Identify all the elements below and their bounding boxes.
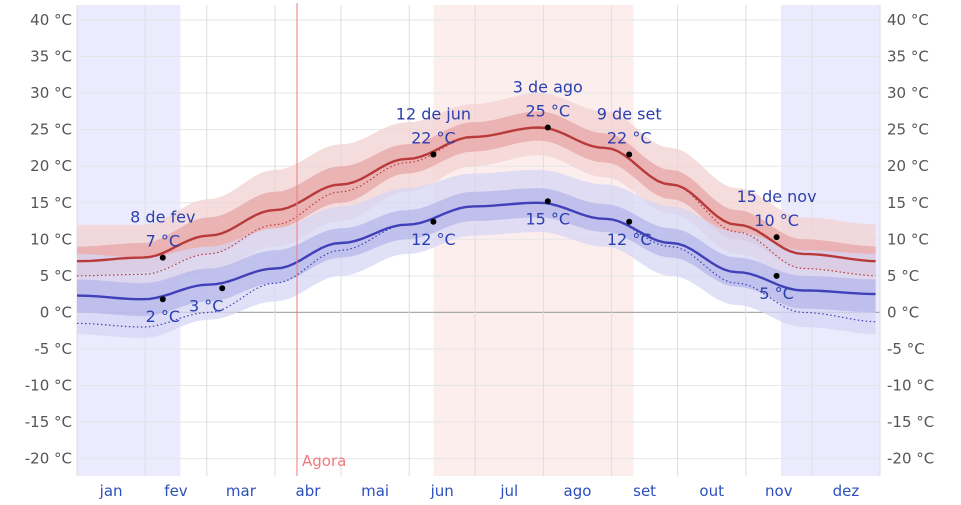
- now-label: Agora: [302, 452, 346, 470]
- ann-aug-low-value: 15 °C: [525, 209, 570, 228]
- band-inner-low: [77, 188, 876, 317]
- ann-feb-high-date: 8 de fev: [130, 208, 195, 227]
- y-tick-right-40: 40 °C: [887, 11, 929, 29]
- ann-nov-high-point: [773, 234, 780, 241]
- ann-jun-high-point: [430, 151, 437, 158]
- ann-feb-high-point: [159, 254, 166, 261]
- ann-feb-low-point: [159, 296, 166, 303]
- month-label-mar: mar: [226, 482, 257, 500]
- ann-nov-high-value: 10 °C: [754, 211, 799, 230]
- ann-sep-high-point: [626, 151, 633, 158]
- y-tick-left--10: -10 °C: [25, 377, 72, 395]
- ann-aug-high-date: 3 de ago: [513, 77, 583, 96]
- month-label-dez: dez: [833, 482, 860, 500]
- month-label-fev: fev: [164, 482, 188, 500]
- y-tick-left-5: 5 °C: [40, 267, 72, 285]
- ann-nov-low-point: [773, 272, 780, 279]
- band-outer-low: [77, 169, 876, 338]
- month-label-abr: abr: [296, 482, 322, 500]
- month-label-out: out: [699, 482, 724, 500]
- y-tick-left-30: 30 °C: [30, 84, 72, 102]
- ann-mar-low-point: [219, 285, 226, 292]
- month-label-jul: jul: [499, 482, 518, 500]
- y-tick-right-0: 0 °C: [887, 303, 919, 321]
- ann-jun-low-value: 12 °C: [411, 230, 456, 249]
- ann-sep-high-date: 9 de set: [597, 105, 662, 124]
- ann-nov-low-value: 5 °C: [759, 284, 793, 303]
- ann-sep-low-point: [626, 218, 633, 225]
- temperature-lines: [76, 126, 876, 328]
- month-label-jan: jan: [99, 482, 123, 500]
- y-tick-right--15: -15 °C: [887, 413, 934, 431]
- y-tick-right-30: 30 °C: [887, 84, 929, 102]
- line-high: [76, 126, 876, 263]
- y-tick-right-35: 35 °C: [887, 48, 929, 66]
- y-tick-right-10: 10 °C: [887, 230, 929, 248]
- y-tick-left--5: -5 °C: [34, 340, 72, 358]
- temperature-bands: [77, 93, 876, 338]
- y-axis-right: 40 °C 35 °C 30 °C 25 °C 20 °C 15 °C 10 °C 5 °C 0…: [887, 11, 934, 468]
- ann-feb-high-value: 7 °C: [146, 232, 180, 251]
- y-tick-left-35: 35 °C: [30, 48, 72, 66]
- y-tick-left-15: 15 °C: [30, 194, 72, 212]
- y-tick-right-25: 25 °C: [887, 121, 929, 139]
- y-tick-right--5: -5 °C: [887, 340, 925, 358]
- ann-aug-high-value: 25 °C: [525, 101, 570, 120]
- month-label-jun: jun: [430, 482, 454, 500]
- ann-mar-low-value: 3 °C: [189, 296, 223, 315]
- y-tick-left-0: 0 °C: [40, 303, 72, 321]
- month-label-mai: mai: [361, 482, 389, 500]
- y-tick-right--10: -10 °C: [887, 377, 934, 395]
- y-tick-right-5: 5 °C: [887, 267, 919, 285]
- ann-sep-low-value: 12 °C: [607, 230, 652, 249]
- month-label-nov: nov: [765, 482, 793, 500]
- y-axis-left: 40 °C 35 °C 30 °C 25 °C 20 °C 15 °C 10 °C 5 °C 0…: [25, 11, 72, 468]
- now-marker: Agora: [296, 3, 346, 476]
- line-low: [76, 201, 876, 301]
- dotted-line-low: [76, 202, 876, 328]
- ann-aug-high-point: [544, 124, 551, 131]
- y-tick-left-20: 20 °C: [30, 157, 72, 175]
- y-tick-left--15: -15 °C: [25, 413, 72, 431]
- ann-jun-high-value: 22 °C: [411, 129, 456, 148]
- ann-jun-high-date: 12 de jun: [396, 105, 471, 124]
- ann-aug-low-point: [544, 198, 551, 205]
- y-tick-left-25: 25 °C: [30, 121, 72, 139]
- ann-sep-high-value: 22 °C: [607, 129, 652, 148]
- y-tick-left-10: 10 °C: [30, 230, 72, 248]
- y-tick-left--20: -20 °C: [25, 450, 72, 468]
- y-tick-right--20: -20 °C: [887, 450, 934, 468]
- ann-jun-low-point: [430, 218, 437, 225]
- ann-feb-low-value: 2 °C: [146, 307, 180, 326]
- y-tick-left-40: 40 °C: [30, 11, 72, 29]
- y-tick-right-20: 20 °C: [887, 157, 929, 175]
- month-label-set: set: [633, 482, 656, 500]
- x-axis-months: jan fev mar abr mai jun jul ago set out nov dez: [99, 482, 860, 500]
- month-label-ago: ago: [564, 482, 592, 500]
- annotations: 8 de fev 7 °C 2 °C 3 °C 12 de jun 22 °C 12 °C 3…: [130, 77, 816, 326]
- y-tick-right-15: 15 °C: [887, 194, 929, 212]
- ann-nov-high-date: 15 de nov: [737, 187, 817, 206]
